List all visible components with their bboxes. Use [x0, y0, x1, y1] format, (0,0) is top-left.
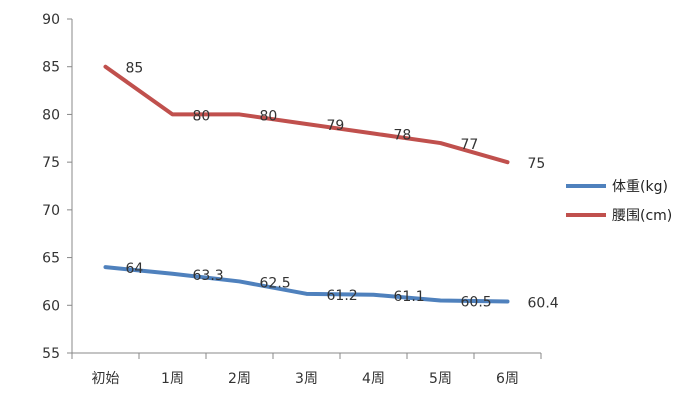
y-tick-label: 55: [42, 346, 60, 362]
data-label: 61.2: [327, 288, 358, 304]
x-tick-label: 5周: [429, 371, 452, 387]
data-label: 63.3: [193, 268, 224, 284]
data-label: 60.5: [461, 295, 492, 311]
data-label: 75: [528, 156, 546, 172]
x-tick-label: 3周: [295, 371, 318, 387]
data-labels: 64 63.3 62.5 61.2 61.1 60.5 60.4 85 80 80 79 78 77 75: [126, 61, 559, 312]
series-layer: [103, 64, 510, 304]
data-label: 62.5: [260, 275, 291, 291]
data-label: 80: [260, 108, 278, 124]
y-tick-label: 65: [42, 251, 60, 267]
data-label: 85: [126, 61, 144, 77]
legend-label-0: 体重(kg): [612, 179, 668, 195]
x-tick-label: 6周: [496, 371, 519, 387]
x-tick-label: 4周: [362, 371, 385, 387]
legend-label-1: 腰围(cm): [612, 208, 672, 224]
series-line-0: [103, 265, 510, 304]
data-label: 64: [126, 261, 144, 277]
data-label: 79: [327, 118, 345, 134]
x-tick-label: 初始: [92, 370, 120, 387]
axes: 55 60 65 70 75 80 85 90 初始 1周 2周 3周 4周 5周 6周: [42, 12, 542, 387]
data-label: 80: [193, 108, 211, 124]
x-tick-label: 1周: [161, 371, 184, 387]
data-label: 61.1: [394, 289, 425, 305]
y-tick-label: 80: [42, 107, 60, 123]
series-line-1: [103, 64, 510, 165]
y-tick-label: 60: [42, 298, 60, 314]
y-tick-label: 90: [42, 12, 60, 28]
y-tick-label: 75: [42, 155, 60, 171]
legend: 体重(kg) 腰围(cm): [566, 179, 672, 224]
data-label: 60.4: [528, 295, 559, 311]
y-tick-label: 70: [42, 203, 60, 219]
data-label: 78: [394, 128, 412, 144]
y-tick-label: 85: [42, 60, 60, 76]
data-label: 77: [461, 137, 479, 153]
x-tick-label: 2周: [228, 371, 251, 387]
